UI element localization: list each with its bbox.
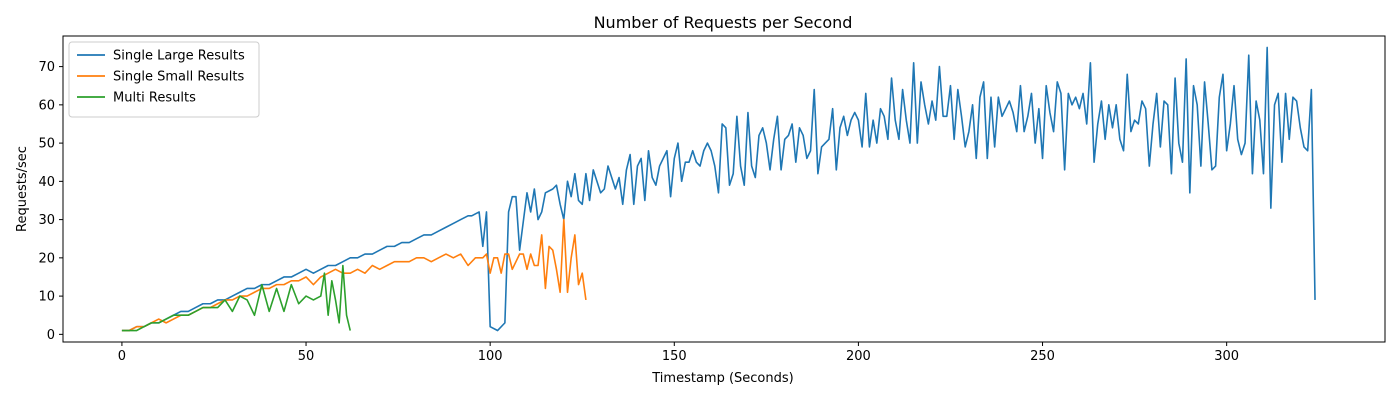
plot-frame (62, 35, 1386, 343)
y-tick-label: 0 (47, 328, 55, 343)
x-tick-label: 200 (846, 349, 871, 364)
y-tick-label: 30 (38, 213, 55, 228)
series-line-2 (121, 218, 587, 332)
y-tick-label: 70 (38, 60, 55, 75)
y-axis: 0 10 20 30 40 50 60 70 (38, 60, 63, 343)
y-tick-label: 50 (38, 137, 55, 152)
legend-box (68, 41, 260, 118)
x-axis-label: Timestamp (Seconds) (651, 371, 793, 386)
x-tick-label: 150 (662, 349, 687, 364)
legend-entry: Multi Results (113, 91, 196, 106)
series-layer (121, 46, 1316, 332)
x-axis: 0 50 100 150 200 250 300 (118, 342, 1239, 364)
legend-entry: Single Small Results (113, 70, 245, 85)
chart-title: Number of Requests per Second (594, 13, 853, 32)
x-tick-label: 0 (118, 349, 126, 364)
legend: Single Large Results Single Small Results… (68, 41, 260, 118)
x-tick-label: 100 (478, 349, 503, 364)
x-tick-label: 50 (298, 349, 315, 364)
x-tick-label: 300 (1214, 349, 1239, 364)
y-tick-label: 10 (38, 290, 55, 305)
series-line-1 (121, 46, 1316, 332)
y-tick-label: 60 (38, 98, 55, 113)
x-tick-label: 250 (1030, 349, 1055, 364)
y-tick-label: 40 (38, 175, 55, 190)
y-axis-label: Requests/sec (15, 146, 30, 232)
series-line-3 (121, 264, 352, 332)
legend-entry: Single Large Results (113, 49, 245, 64)
y-tick-label: 20 (38, 251, 55, 266)
